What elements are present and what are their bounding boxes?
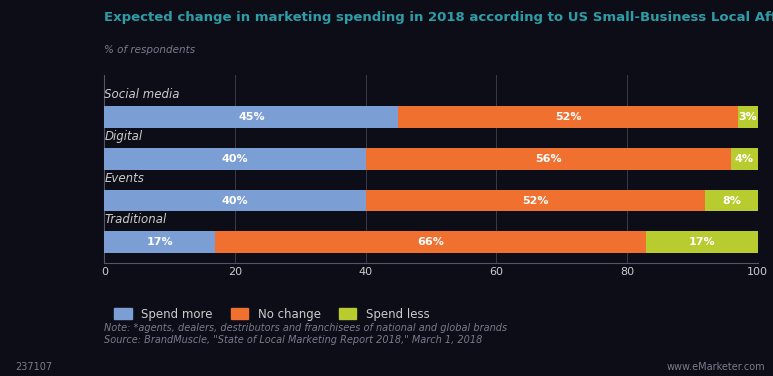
Text: 52%: 52% xyxy=(555,112,581,122)
Text: Expected change in marketing spending in 2018 according to US Small-Business Loc: Expected change in marketing spending in… xyxy=(104,11,773,24)
Bar xyxy=(731,148,758,170)
Bar xyxy=(104,106,398,128)
Text: 8%: 8% xyxy=(722,196,741,206)
Bar xyxy=(705,190,758,211)
Text: 4%: 4% xyxy=(735,154,754,164)
Text: Events: Events xyxy=(104,172,145,185)
Text: 40%: 40% xyxy=(222,154,248,164)
Text: Digital: Digital xyxy=(104,130,142,143)
Bar xyxy=(104,232,216,253)
Text: 56%: 56% xyxy=(535,154,562,164)
Text: 66%: 66% xyxy=(417,237,444,247)
Text: % of respondents: % of respondents xyxy=(104,45,196,55)
Bar xyxy=(366,190,705,211)
Text: 40%: 40% xyxy=(222,196,248,206)
Legend: Spend more, No change, Spend less: Spend more, No change, Spend less xyxy=(110,303,434,325)
Text: 17%: 17% xyxy=(147,237,173,247)
Bar xyxy=(104,148,366,170)
Bar xyxy=(646,232,758,253)
Text: Note: *agents, dealers, destributors and franchisees of national and global bran: Note: *agents, dealers, destributors and… xyxy=(104,323,508,345)
Text: 237107: 237107 xyxy=(15,362,53,372)
Text: 3%: 3% xyxy=(738,112,757,122)
Bar xyxy=(366,148,731,170)
Bar xyxy=(738,106,758,128)
Bar xyxy=(216,232,646,253)
Bar xyxy=(104,190,366,211)
Text: 45%: 45% xyxy=(238,112,264,122)
Text: Social media: Social media xyxy=(104,88,180,101)
Text: www.eMarketer.com: www.eMarketer.com xyxy=(666,362,765,372)
Text: 17%: 17% xyxy=(689,237,715,247)
Text: Traditional: Traditional xyxy=(104,214,167,226)
Bar xyxy=(398,106,738,128)
Text: 52%: 52% xyxy=(523,196,549,206)
